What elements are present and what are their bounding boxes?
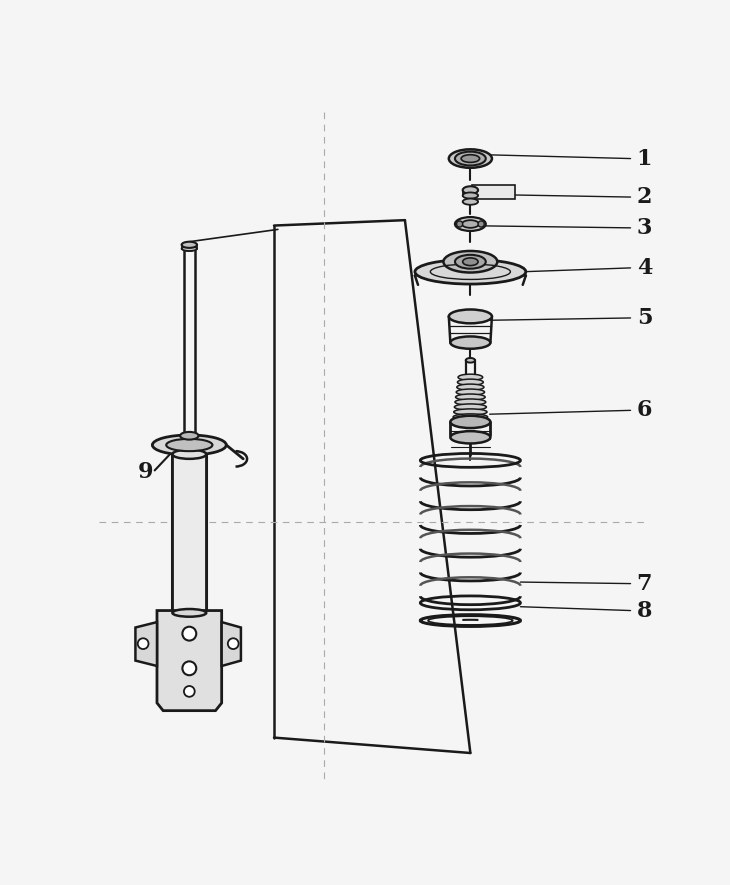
Text: 9: 9 (138, 461, 153, 483)
Ellipse shape (166, 439, 212, 451)
Text: 1: 1 (637, 148, 652, 170)
Ellipse shape (455, 399, 485, 405)
Ellipse shape (138, 638, 148, 649)
Ellipse shape (450, 431, 491, 443)
Ellipse shape (456, 221, 463, 227)
Ellipse shape (182, 661, 196, 675)
Text: 3: 3 (637, 217, 652, 239)
Ellipse shape (184, 686, 195, 696)
Ellipse shape (450, 336, 491, 349)
Ellipse shape (463, 192, 478, 198)
Text: 5: 5 (637, 307, 652, 329)
Ellipse shape (182, 242, 197, 248)
Text: 8: 8 (637, 599, 652, 621)
Text: 4: 4 (637, 257, 652, 279)
Ellipse shape (461, 155, 480, 163)
Ellipse shape (182, 627, 196, 641)
Ellipse shape (449, 150, 492, 168)
Ellipse shape (463, 198, 478, 204)
Text: 2: 2 (637, 186, 652, 208)
Ellipse shape (456, 394, 485, 400)
Ellipse shape (443, 251, 497, 273)
Ellipse shape (415, 259, 526, 284)
Text: 7: 7 (637, 573, 652, 595)
Polygon shape (472, 185, 515, 198)
Ellipse shape (454, 409, 487, 415)
Ellipse shape (466, 358, 475, 363)
Ellipse shape (180, 432, 199, 440)
Ellipse shape (455, 217, 485, 231)
Ellipse shape (182, 246, 197, 251)
Bar (172, 454, 207, 612)
Ellipse shape (462, 220, 479, 227)
Ellipse shape (450, 416, 491, 428)
Ellipse shape (463, 258, 478, 266)
Ellipse shape (455, 255, 485, 269)
Ellipse shape (449, 310, 492, 323)
Ellipse shape (184, 246, 195, 251)
Polygon shape (136, 622, 157, 666)
Ellipse shape (153, 435, 226, 455)
Polygon shape (157, 611, 222, 711)
Ellipse shape (228, 638, 239, 649)
Ellipse shape (454, 404, 486, 410)
Ellipse shape (457, 384, 484, 390)
Ellipse shape (458, 379, 483, 385)
Ellipse shape (456, 389, 485, 396)
Ellipse shape (478, 221, 484, 227)
Polygon shape (222, 622, 241, 666)
Ellipse shape (463, 186, 478, 194)
Ellipse shape (453, 414, 488, 420)
Text: 6: 6 (637, 399, 652, 421)
Ellipse shape (172, 450, 207, 458)
Ellipse shape (458, 374, 483, 381)
Ellipse shape (172, 609, 207, 617)
Ellipse shape (455, 151, 485, 165)
